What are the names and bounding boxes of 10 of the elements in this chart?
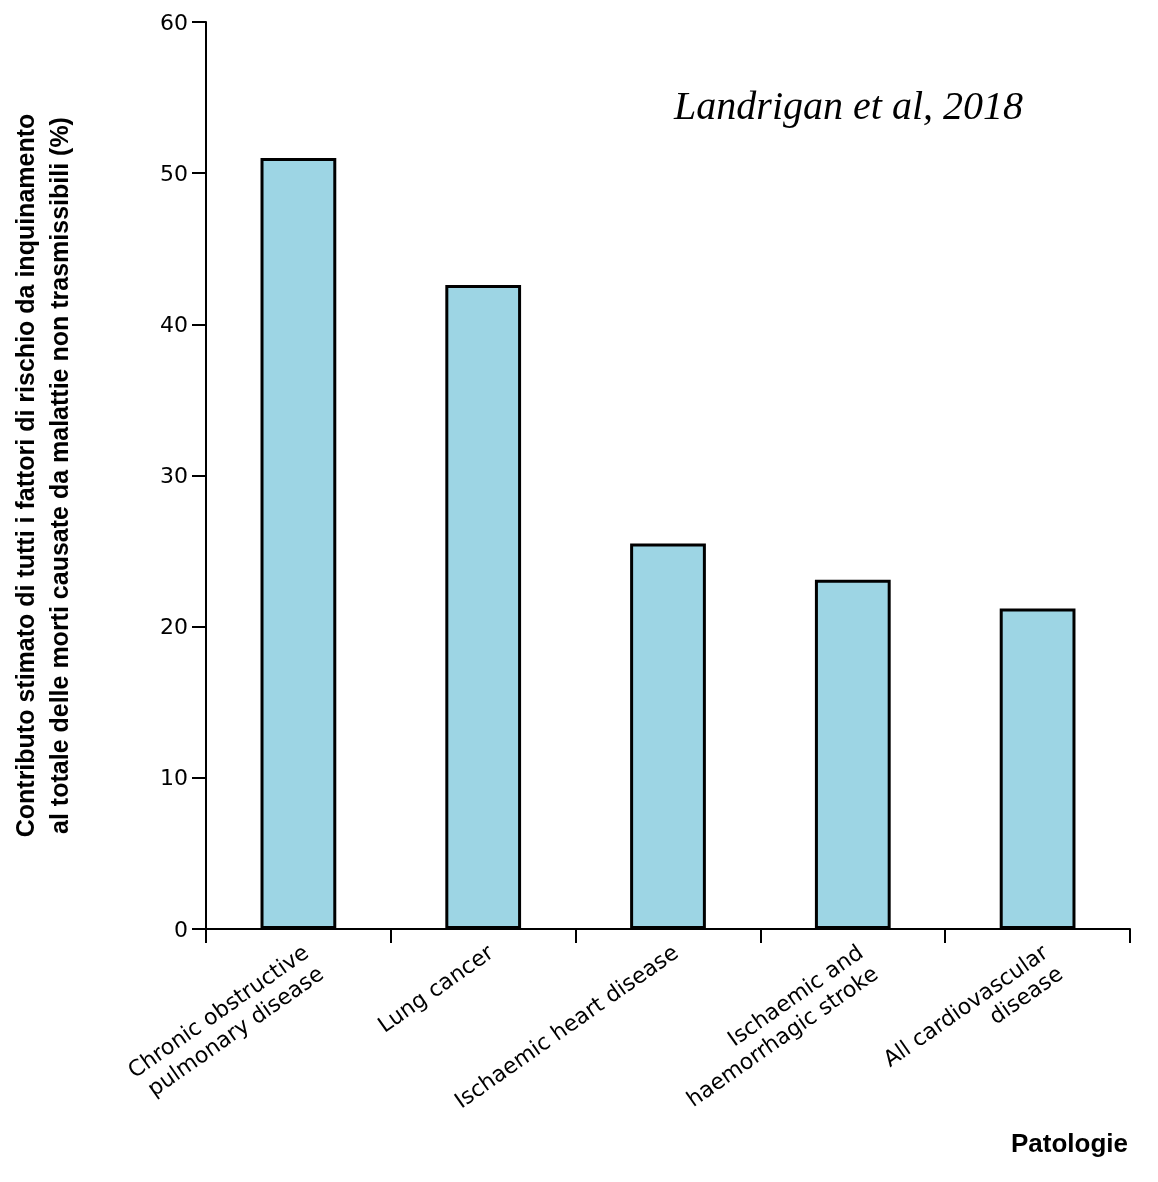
y-tick-label: 0	[174, 916, 188, 942]
y-tick-label: 20	[160, 614, 188, 640]
y-tick-label: 40	[160, 311, 188, 337]
y-tick-label: 50	[160, 160, 188, 186]
y-tick-label: 30	[160, 463, 188, 488]
y-tick-label: 10	[160, 765, 188, 791]
y-tick-label: 60	[160, 9, 188, 35]
x-axis-title: Patologie	[1010, 1128, 1128, 1158]
annotation: Landrigan et al, 2018	[673, 82, 1023, 128]
y-axis-title: Contributo stimato di tutti i fattori di rischio da inquinamento al totale delle morti causate da malattie non trasmissibili (%)	[11, 113, 73, 838]
